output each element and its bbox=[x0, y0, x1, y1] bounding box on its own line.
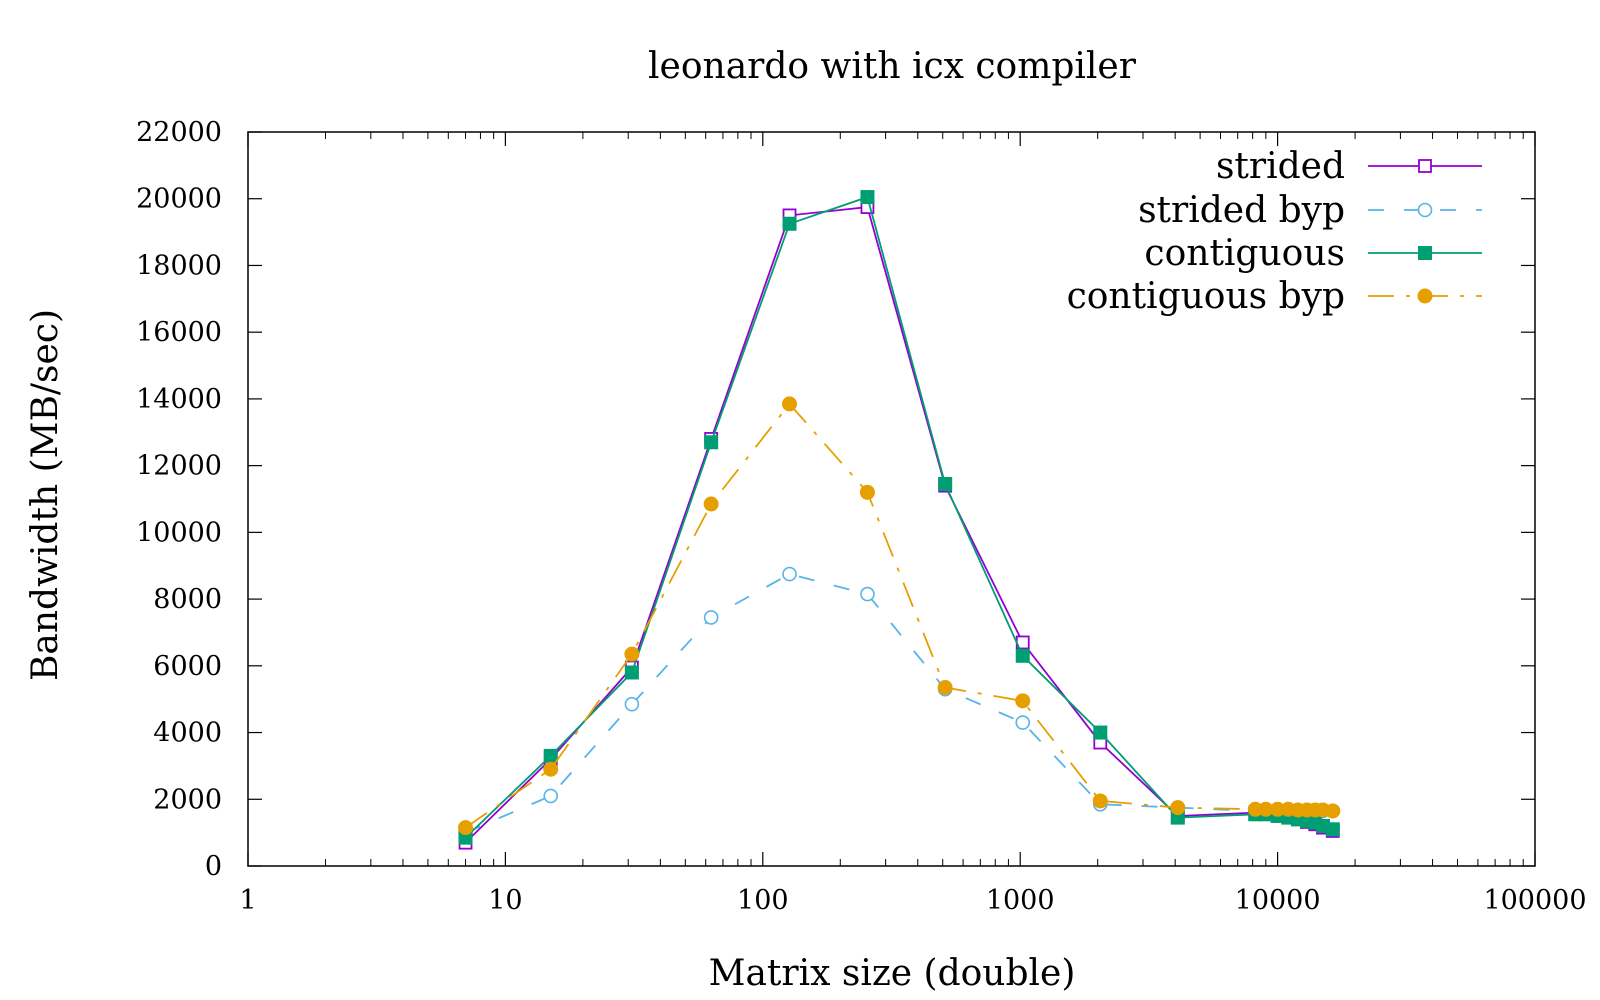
series-contiguous-byp bbox=[458, 396, 1341, 836]
series-strided-byp bbox=[458, 566, 1341, 840]
data-point-contiguous-byp bbox=[1015, 693, 1031, 709]
x-tick-label: 100000 bbox=[1483, 885, 1586, 916]
data-point-contiguous bbox=[1093, 725, 1108, 740]
chart-title: leonardo with icx compiler bbox=[648, 46, 1137, 87]
data-point-contiguous bbox=[860, 190, 875, 205]
x-tick-label: 1000 bbox=[986, 885, 1055, 916]
y-tick-label: 18000 bbox=[136, 250, 222, 281]
data-point-contiguous-byp bbox=[937, 680, 953, 696]
data-point-strided-byp bbox=[782, 566, 797, 582]
legend-marker-contiguous-byp bbox=[1417, 288, 1433, 304]
data-point-contiguous bbox=[543, 748, 558, 763]
legend-label-contiguous-byp: contiguous byp bbox=[1067, 276, 1345, 317]
data-point-strided-byp bbox=[543, 788, 559, 804]
y-tick-label: 10000 bbox=[136, 517, 222, 548]
legend-label-strided-byp: strided byp bbox=[1138, 190, 1345, 231]
y-tick-label: 4000 bbox=[153, 718, 222, 749]
x-tick-label: 10000 bbox=[1235, 885, 1321, 916]
x-tick-label: 1 bbox=[239, 885, 256, 916]
x-tick-label: 100 bbox=[737, 885, 789, 916]
data-point-strided-byp bbox=[860, 586, 875, 602]
data-point-contiguous-byp bbox=[703, 496, 719, 512]
legend-label-contiguous: contiguous bbox=[1144, 233, 1345, 274]
data-point-contiguous bbox=[1015, 648, 1030, 663]
y-tick-label: 22000 bbox=[136, 117, 222, 148]
data-point-contiguous bbox=[704, 435, 719, 450]
y-tick-label: 16000 bbox=[136, 317, 222, 348]
data-point-contiguous-byp bbox=[1170, 800, 1186, 816]
y-axis-label: Bandwidth (MB/sec) bbox=[25, 309, 66, 681]
data-point-contiguous bbox=[782, 216, 797, 231]
data-point-contiguous-byp bbox=[782, 396, 798, 412]
y-tick-label: 14000 bbox=[136, 384, 222, 415]
plot-frame bbox=[247, 131, 1536, 867]
y-tick-label: 6000 bbox=[153, 651, 222, 682]
series-layer bbox=[458, 190, 1341, 850]
series-line-strided-byp bbox=[465, 573, 1333, 834]
y-tick-label: 2000 bbox=[153, 784, 222, 815]
axes-ticks: 0 2000 4000 6000 8000 10000 12000 14000 16000 180… bbox=[136, 117, 1586, 916]
y-tick-label: 12000 bbox=[136, 451, 222, 482]
y-tick-label: 8000 bbox=[153, 584, 222, 615]
data-point-strided-byp bbox=[703, 610, 719, 625]
data-point-contiguous-byp bbox=[859, 484, 875, 500]
data-point-contiguous-byp bbox=[1092, 793, 1108, 809]
data-point-contiguous-byp bbox=[458, 820, 474, 836]
data-point-contiguous-byp bbox=[543, 761, 559, 777]
series-line-contiguous-byp bbox=[464, 402, 1333, 829]
data-point-strided-byp bbox=[1015, 715, 1031, 730]
data-point-strided-byp bbox=[624, 696, 640, 712]
data-point-contiguous bbox=[624, 665, 639, 680]
data-point-contiguous-byp bbox=[624, 646, 640, 662]
legend-marker-contiguous bbox=[1418, 246, 1432, 260]
data-point-contiguous-byp bbox=[1325, 803, 1341, 819]
legend-marker-strided-byp bbox=[1417, 202, 1433, 218]
series-contiguous bbox=[458, 190, 1340, 845]
data-point-contiguous bbox=[938, 476, 953, 491]
x-tick-label: 10 bbox=[488, 885, 522, 916]
y-tick-label: 0 bbox=[205, 851, 222, 882]
y-tick-label: 20000 bbox=[136, 184, 222, 215]
legend-label-strided: strided bbox=[1216, 146, 1345, 187]
x-axis-label: Matrix size (double) bbox=[709, 953, 1076, 994]
data-point-contiguous bbox=[1325, 822, 1340, 837]
legend-marker-strided bbox=[1418, 159, 1432, 173]
